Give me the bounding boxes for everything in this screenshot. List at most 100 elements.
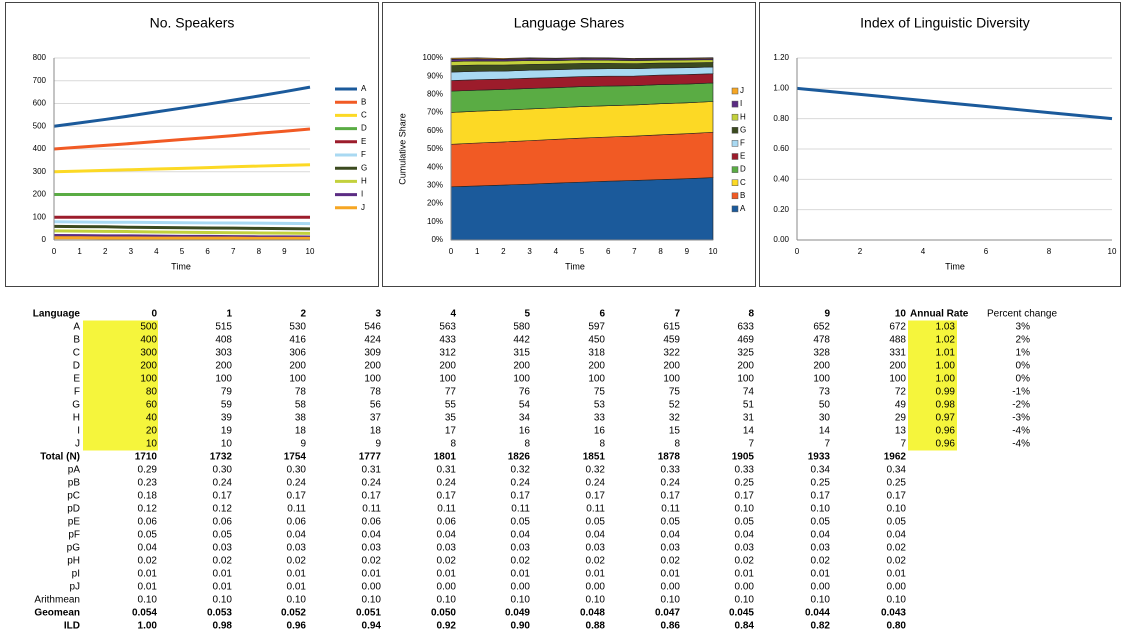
- table-cell: 0.02: [735, 556, 755, 567]
- legend-label: I: [740, 99, 742, 108]
- table-cell: 0.92: [437, 621, 457, 632]
- table-cell: 0.01: [661, 569, 681, 580]
- table-cell: 0.33: [735, 465, 755, 476]
- table-cell: 58: [295, 400, 307, 411]
- table-cell: 1.03: [936, 322, 956, 333]
- table-cell: 0.17: [511, 491, 531, 502]
- table-cell: 0.17: [362, 491, 382, 502]
- x-tick-label: 3: [129, 247, 134, 256]
- y-tick-label: 400: [33, 144, 47, 153]
- table-cell: 0.94: [362, 621, 382, 632]
- table-cell: 38: [295, 413, 307, 424]
- table-cell: 78: [295, 387, 307, 398]
- table-cell: 0%: [1016, 361, 1031, 372]
- table-cell: 80: [146, 387, 158, 398]
- table-cell: 8: [674, 439, 680, 450]
- table-cell: 0.05: [213, 530, 233, 541]
- table-cell: 0.03: [735, 543, 755, 554]
- legend-swatch: [731, 153, 739, 160]
- table-cell: 0.03: [661, 543, 681, 554]
- table-cell: 8: [599, 439, 605, 450]
- table-cell: 100: [289, 374, 306, 385]
- table-cell: pH: [67, 556, 80, 567]
- y-tick-label: 0.20: [773, 205, 789, 214]
- table-cell: 0.04: [811, 530, 831, 541]
- x-tick-label: 2: [103, 247, 108, 256]
- legend-swatch: [731, 179, 739, 186]
- table-cell: 0.043: [881, 608, 906, 619]
- table-cell: 10: [221, 439, 233, 450]
- table-cell: 29: [895, 413, 907, 424]
- y-tick-label: 80%: [427, 90, 443, 99]
- x-tick-label: 4: [554, 247, 559, 256]
- y-tick-label: 500: [33, 121, 47, 130]
- table-cell: 13: [895, 426, 907, 437]
- table-cell: Geomean: [34, 608, 80, 619]
- table-cell: 0.10: [362, 595, 382, 606]
- table-cell: 488: [889, 335, 906, 346]
- x-axis-label: Time: [171, 261, 191, 271]
- table-cell: 0.10: [887, 504, 907, 515]
- chart-title: Index of Linguistic Diversity: [860, 15, 1030, 31]
- table-cell: 0.04: [437, 530, 457, 541]
- table-cell: 0.02: [287, 556, 307, 567]
- table-cell: 0.02: [586, 556, 606, 567]
- table-cell: pC: [67, 491, 80, 502]
- x-tick-label: 8: [257, 247, 262, 256]
- column-header: 6: [599, 309, 605, 320]
- table-cell: 0.90: [511, 621, 531, 632]
- table-cell: 0.10: [586, 595, 606, 606]
- x-tick-label: 0: [449, 247, 454, 256]
- table-cell: 0.05: [138, 530, 158, 541]
- table-cell: 0.24: [362, 478, 382, 489]
- table-cell: 0.96: [936, 439, 956, 450]
- chart-title: Language Shares: [514, 15, 625, 31]
- y-axis-label: Cumulative Share: [397, 113, 407, 185]
- legend-swatch: [731, 87, 739, 95]
- table-cell: 1732: [210, 452, 233, 463]
- table-cell: 597: [588, 322, 605, 333]
- column-header: Percent change: [987, 309, 1057, 320]
- x-tick-label: 2: [501, 247, 506, 256]
- table-cell: 0.048: [580, 608, 605, 619]
- x-tick-label: 6: [606, 247, 611, 256]
- legend-label: I: [361, 190, 363, 199]
- table-cell: 0.03: [586, 543, 606, 554]
- y-tick-label: 0%: [431, 235, 443, 244]
- table-cell: 100: [364, 374, 381, 385]
- y-tick-label: 20%: [427, 199, 443, 208]
- table-cell: 0.82: [811, 621, 831, 632]
- table-cell: D: [73, 361, 80, 372]
- table-cell: 1.00: [138, 621, 158, 632]
- table-cell: 200: [813, 361, 830, 372]
- table-cell: 37: [370, 413, 382, 424]
- table-cell: 39: [221, 413, 233, 424]
- table-cell: 0.11: [586, 504, 605, 515]
- table-cell: 75: [669, 387, 681, 398]
- table-cell: -4%: [1012, 426, 1030, 437]
- x-tick-label: 10: [306, 247, 315, 256]
- table-cell: 74: [743, 387, 755, 398]
- x-tick-label: 10: [1108, 247, 1117, 256]
- legend-swatch: [731, 140, 739, 147]
- x-tick-label: 8: [658, 247, 663, 256]
- table-cell: 0.05: [661, 517, 681, 528]
- table-cell: 7: [748, 439, 754, 450]
- table-cell: 0.03: [511, 543, 531, 554]
- table-cell: 200: [364, 361, 381, 372]
- table-cell: 0.04: [887, 530, 907, 541]
- table-cell: 78: [370, 387, 382, 398]
- table-cell: 0.84: [735, 621, 755, 632]
- y-tick-label: 700: [33, 76, 47, 85]
- table-cell: 633: [737, 322, 754, 333]
- table-cell: 306: [289, 348, 306, 359]
- table-cell: pE: [68, 517, 81, 528]
- table-cell: 0.04: [661, 530, 681, 541]
- table-cell: 0.03: [287, 543, 307, 554]
- y-tick-label: 100%: [423, 53, 443, 62]
- table-cell: 0.051: [356, 608, 381, 619]
- table-cell: 1.01: [936, 348, 956, 359]
- table-cell: 56: [370, 400, 382, 411]
- table-cell: 50: [819, 400, 831, 411]
- table-cell: 0.96: [287, 621, 307, 632]
